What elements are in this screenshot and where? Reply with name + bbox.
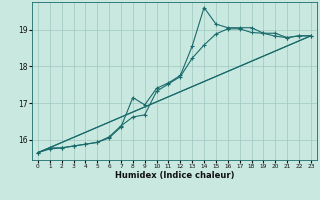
X-axis label: Humidex (Indice chaleur): Humidex (Indice chaleur) [115, 171, 234, 180]
